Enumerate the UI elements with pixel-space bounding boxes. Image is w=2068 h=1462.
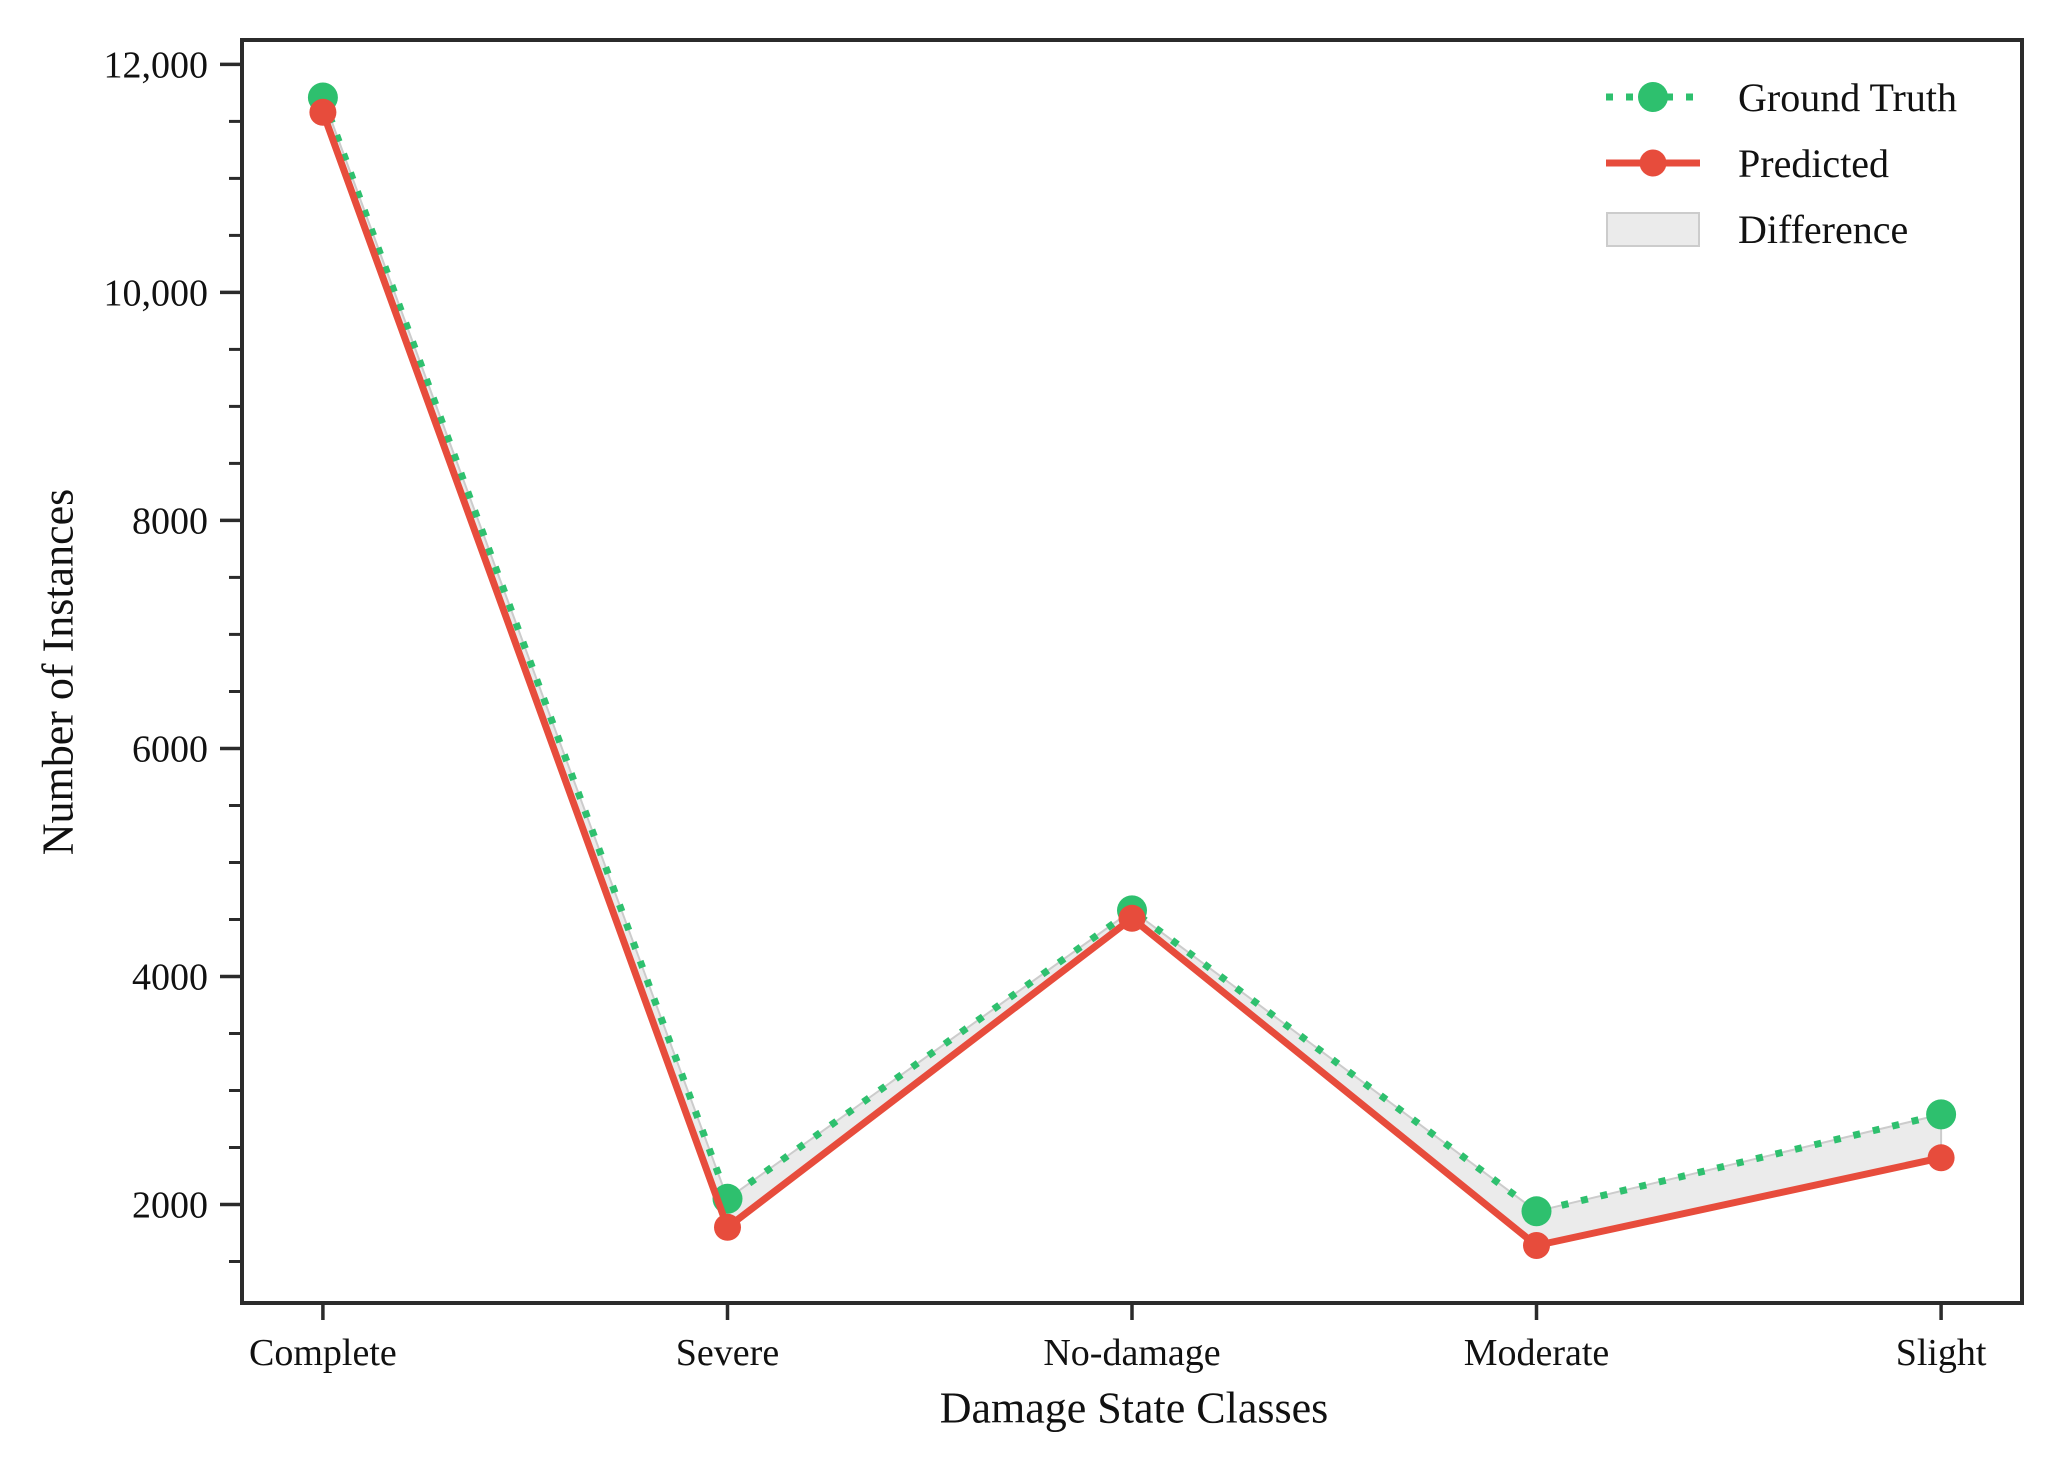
x-tick-label: Moderate (1464, 1332, 1610, 1374)
difference-band (321, 97, 1943, 1247)
y-tick-label: 4000 (132, 957, 208, 999)
x-tick-label: Complete (249, 1332, 397, 1374)
y-tick-label: 8000 (132, 500, 208, 542)
ground-truth-legend-sample (1606, 82, 1700, 112)
y-axis-label: Number of Instances (33, 488, 83, 856)
y-tick-label: 10,000 (104, 272, 209, 314)
y-tick-label: 12,000 (104, 44, 209, 86)
ground-truth-legend-marker (1638, 82, 1668, 112)
ground-truth-line (319, 96, 1942, 1216)
predicted-legend-marker (1639, 149, 1667, 177)
predicted-marker (714, 1213, 741, 1241)
predicted-legend-sample (1606, 149, 1700, 177)
legend-row-ground-truth: Ground Truth (1604, 64, 1957, 130)
legend-row-difference: Difference (1604, 196, 1957, 262)
difference-legend-patch (1606, 212, 1700, 247)
difference-legend-sample (1606, 212, 1700, 247)
legend: Ground Truth Predicted Difference (1604, 64, 1957, 262)
legend-label-ground-truth: Ground Truth (1738, 74, 1957, 120)
legend-label-difference: Difference (1738, 206, 1909, 252)
predicted-line (319, 108, 1945, 1249)
y-tick-label: 6000 (132, 729, 208, 771)
predicted-marker (1927, 1144, 1955, 1172)
legend-row-predicted: Predicted (1604, 130, 1957, 196)
legend-label-predicted: Predicted (1738, 140, 1890, 186)
x-tick-label: Slight (1896, 1332, 1987, 1374)
y-tick-label: 2000 (132, 1185, 208, 1227)
plot-spines (240, 38, 2024, 1305)
ground-truth-marker (1521, 1196, 1552, 1227)
x-axis-label: Damage State Classes (939, 1383, 1329, 1433)
ground-truth-marker (1926, 1099, 1957, 1130)
x-tick-label: No-damage (1043, 1332, 1220, 1374)
predicted-marker (1523, 1232, 1550, 1259)
predicted-marker (1118, 904, 1146, 932)
predicted-marker (309, 98, 337, 126)
x-tick-label: Severe (676, 1332, 779, 1374)
